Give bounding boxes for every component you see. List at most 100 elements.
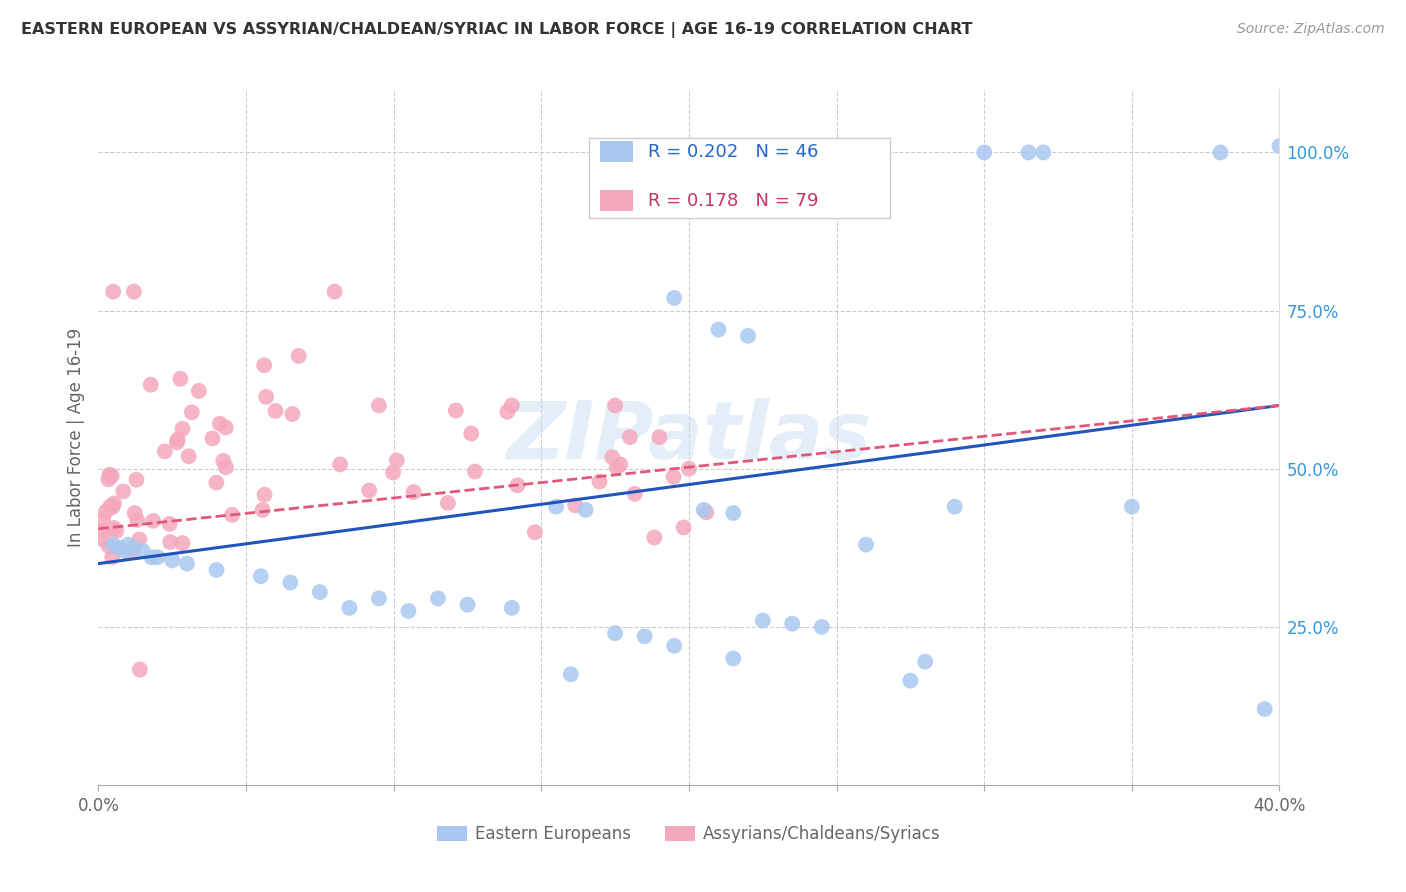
Point xyxy=(900,673,922,688)
Point xyxy=(281,407,304,421)
Point xyxy=(205,563,228,577)
Point xyxy=(323,285,346,299)
Point xyxy=(402,485,425,500)
Point xyxy=(98,500,121,514)
Text: EASTERN EUROPEAN VS ASSYRIAN/CHALDEAN/SYRIAC IN LABOR FORCE | AGE 16-19 CORRELAT: EASTERN EUROPEAN VS ASSYRIAN/CHALDEAN/SY… xyxy=(21,22,973,38)
Point xyxy=(437,496,460,510)
Point xyxy=(103,496,125,510)
Point xyxy=(723,506,745,520)
Point xyxy=(575,503,598,517)
Point xyxy=(634,629,657,643)
Legend: Eastern Europeans, Assyrians/Chaldeans/Syriacs: Eastern Europeans, Assyrians/Chaldeans/S… xyxy=(430,818,948,850)
Point xyxy=(973,145,995,160)
Point xyxy=(1121,500,1143,514)
Point xyxy=(609,458,631,472)
Point xyxy=(398,604,420,618)
Point xyxy=(97,472,120,486)
Point xyxy=(252,503,274,517)
Point xyxy=(385,453,408,467)
Point xyxy=(117,538,139,552)
Point xyxy=(914,655,936,669)
Point xyxy=(139,377,162,392)
Point xyxy=(176,557,198,571)
Point xyxy=(205,475,228,490)
Point xyxy=(264,404,287,418)
Point xyxy=(737,329,759,343)
Bar xyxy=(600,142,634,162)
Point xyxy=(672,520,695,534)
Point xyxy=(464,465,486,479)
Point xyxy=(128,663,150,677)
Point xyxy=(172,536,194,550)
Point xyxy=(560,667,582,681)
Point xyxy=(444,403,467,417)
Point xyxy=(1254,702,1277,716)
Point xyxy=(97,539,120,553)
Point xyxy=(600,450,623,465)
Point xyxy=(146,550,169,565)
Point xyxy=(427,591,450,606)
Point xyxy=(91,533,114,547)
Point xyxy=(91,513,114,527)
Point xyxy=(810,620,832,634)
Point xyxy=(105,524,128,538)
Point xyxy=(943,500,966,514)
Point xyxy=(605,626,627,640)
Point xyxy=(457,598,479,612)
Bar xyxy=(600,190,634,211)
Point xyxy=(127,513,149,527)
Point xyxy=(100,468,122,483)
Point xyxy=(253,359,276,373)
Point xyxy=(1268,139,1291,153)
Point xyxy=(201,432,224,446)
Text: R = 0.202   N = 46: R = 0.202 N = 46 xyxy=(648,143,818,161)
Point xyxy=(643,531,665,545)
Point xyxy=(215,460,238,475)
Point xyxy=(125,473,148,487)
Point xyxy=(112,484,135,499)
Point xyxy=(94,505,117,519)
Text: ZIPatlas: ZIPatlas xyxy=(506,398,872,476)
Point xyxy=(103,285,125,299)
Point xyxy=(208,417,231,431)
Point xyxy=(501,600,523,615)
Point xyxy=(253,488,276,502)
Point xyxy=(120,544,142,558)
Point xyxy=(752,614,775,628)
Point xyxy=(329,458,352,472)
Point xyxy=(501,399,523,413)
Point xyxy=(506,478,529,492)
Point xyxy=(782,616,804,631)
Point xyxy=(1018,145,1040,160)
Y-axis label: In Labor Force | Age 16-19: In Labor Force | Age 16-19 xyxy=(66,327,84,547)
Point xyxy=(254,390,277,404)
Point xyxy=(215,420,238,434)
Point xyxy=(588,475,610,489)
FancyBboxPatch shape xyxy=(589,138,890,218)
Point xyxy=(124,506,146,520)
Point xyxy=(180,405,202,419)
Point xyxy=(101,500,124,514)
Point xyxy=(103,521,125,535)
Point xyxy=(122,541,145,555)
Point xyxy=(159,516,181,531)
Point xyxy=(103,538,125,552)
Point xyxy=(648,430,671,444)
Point xyxy=(309,585,332,599)
Point xyxy=(678,461,700,475)
Point xyxy=(664,639,686,653)
Point xyxy=(287,349,309,363)
Point xyxy=(141,550,163,565)
Point xyxy=(623,487,645,501)
Point xyxy=(169,372,191,386)
Point xyxy=(606,460,628,475)
Point xyxy=(546,500,568,514)
Point xyxy=(93,524,115,538)
Point xyxy=(1209,145,1232,160)
Point xyxy=(339,600,361,615)
Text: R = 0.178   N = 79: R = 0.178 N = 79 xyxy=(648,192,818,210)
Point xyxy=(368,399,391,413)
Point xyxy=(564,499,586,513)
Point xyxy=(250,569,273,583)
Point xyxy=(212,454,235,468)
